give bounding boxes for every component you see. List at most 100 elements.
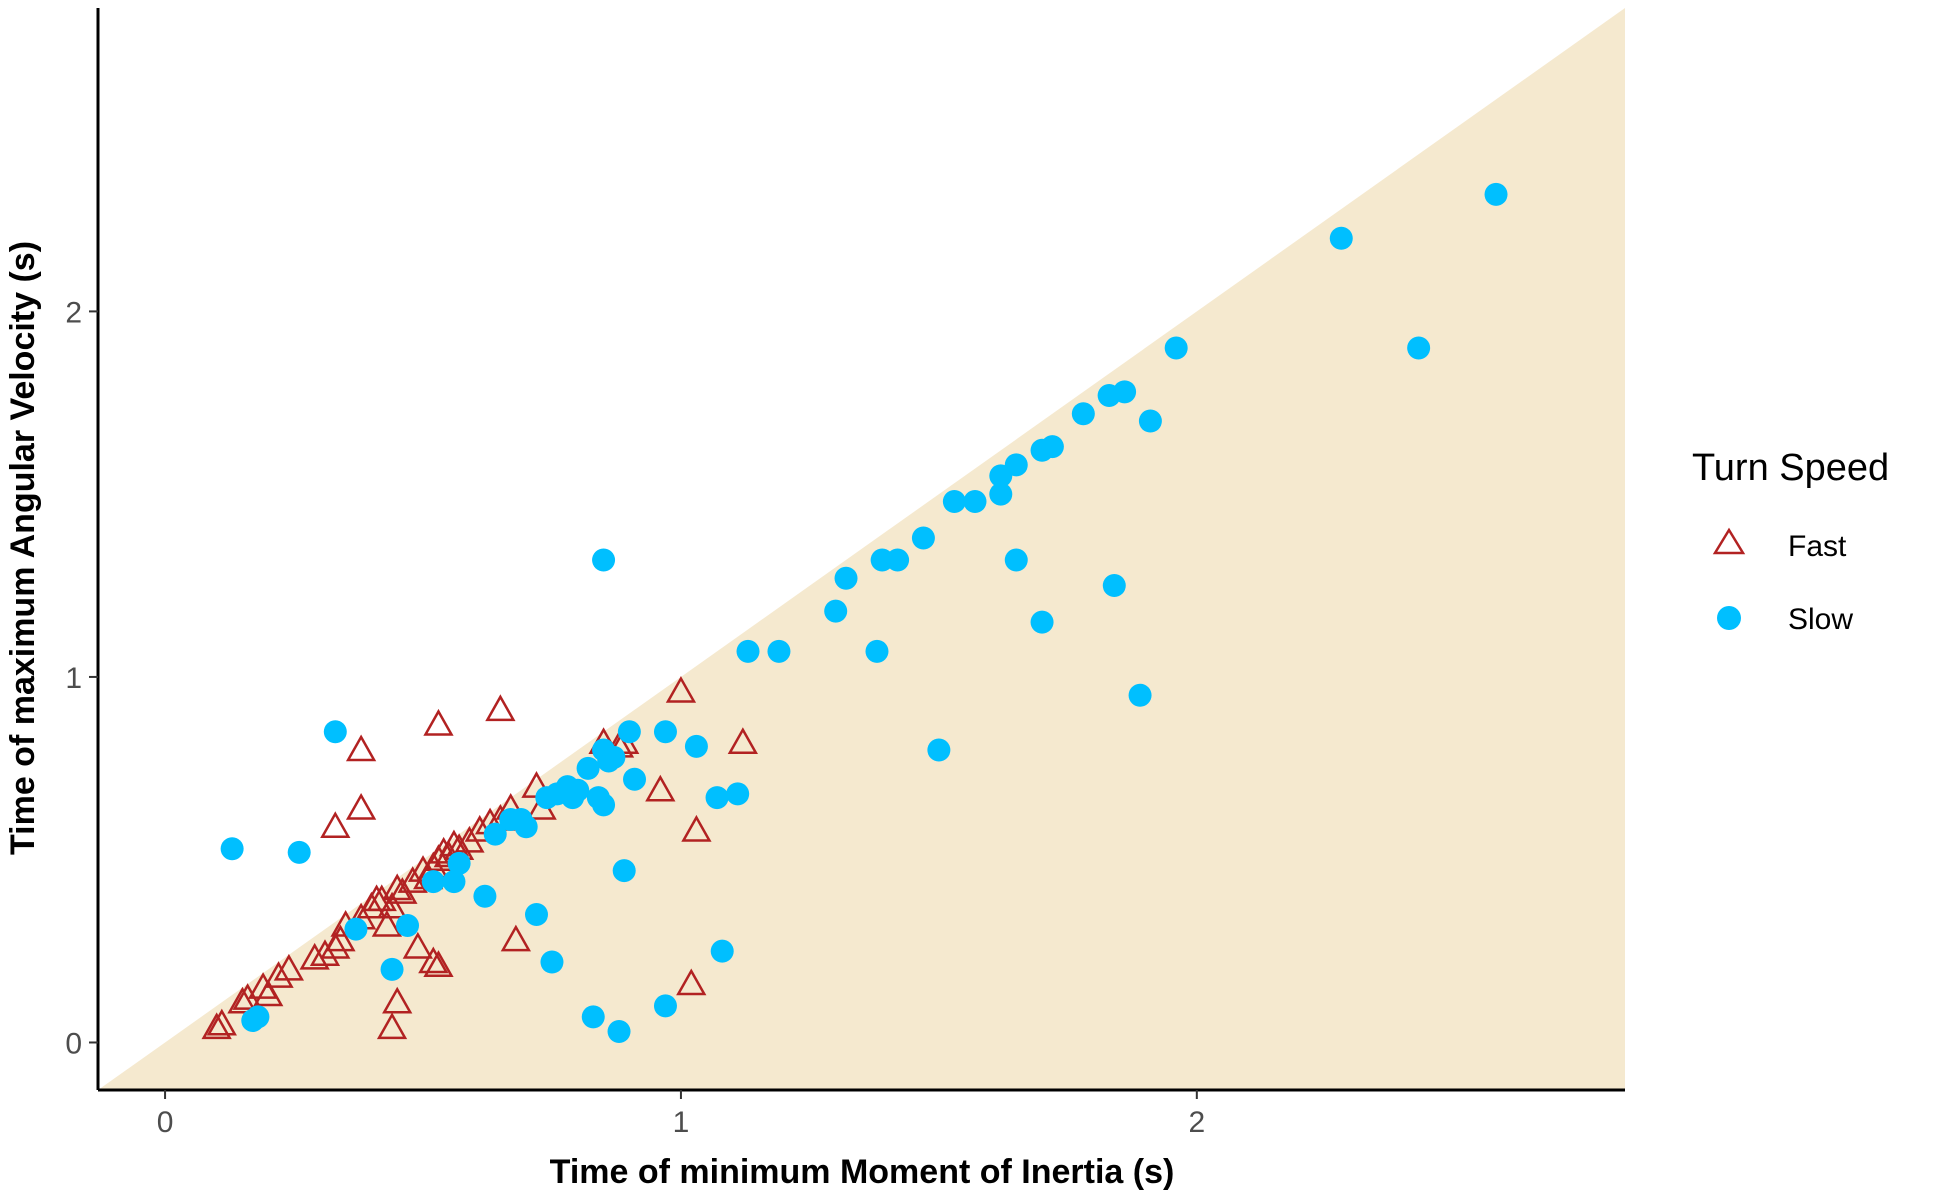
slow-point	[726, 782, 750, 806]
slow-point	[287, 840, 311, 864]
slow-point	[684, 734, 708, 758]
slow-point	[581, 1005, 605, 1029]
slow-point	[1113, 380, 1137, 404]
data-points	[201, 182, 1508, 1044]
slow-point	[653, 720, 677, 744]
slow-point	[576, 756, 600, 780]
legend: Turn Speed Fast Slow	[1692, 447, 1889, 636]
slow-point	[323, 720, 347, 744]
shaded-region	[98, 8, 1625, 1090]
slow-point	[705, 786, 729, 810]
y-tick-label: 2	[65, 296, 82, 329]
legend-fast-marker	[1712, 527, 1746, 555]
fast-point	[273, 953, 305, 981]
fast-point	[201, 1012, 232, 1040]
y-axis-title: Time of maximum Angular Velocity (s)	[4, 241, 42, 855]
x-tick-label: 2	[1188, 1106, 1205, 1139]
slow-point	[220, 837, 244, 861]
slow-point	[942, 489, 966, 513]
slow-point	[1407, 336, 1431, 360]
slow-point	[514, 815, 538, 839]
fast-point	[382, 873, 413, 901]
slow-point	[1329, 226, 1353, 250]
fast-point	[676, 968, 707, 996]
slow-point	[1164, 336, 1188, 360]
slow-point	[963, 489, 987, 513]
slow-point	[911, 526, 935, 550]
fast-point	[345, 734, 377, 762]
fast-point	[402, 931, 433, 959]
slow-point	[592, 548, 616, 572]
x-tick-label: 0	[157, 1106, 174, 1139]
slow-point	[421, 870, 445, 894]
fast-point	[253, 979, 284, 1007]
slow-point	[1071, 402, 1095, 426]
slow-point	[617, 720, 641, 744]
fast-point	[665, 676, 697, 703]
slow-point	[653, 994, 677, 1018]
fast-point	[309, 939, 341, 966]
y-tick-label: 0	[65, 1027, 82, 1060]
legend-title: Turn Speed	[1692, 447, 1889, 489]
slow-point	[824, 599, 848, 623]
axis-ticks: 0 1 2 0 1 2	[65, 296, 1205, 1139]
slow-point	[1040, 435, 1064, 459]
fast-point	[206, 1008, 237, 1036]
slow-point	[989, 482, 1013, 506]
slow-point	[927, 738, 951, 762]
fast-point	[376, 891, 408, 919]
x-axis-title: Time of minimum Moment of Inertia (s)	[550, 1153, 1175, 1191]
fast-point	[418, 946, 449, 974]
slow-point	[442, 870, 466, 894]
slow-point	[834, 566, 858, 590]
x-tick-label: 1	[673, 1106, 690, 1139]
legend-fast-label: Fast	[1788, 530, 1847, 563]
slow-point	[380, 957, 404, 981]
fast-point	[320, 811, 351, 839]
slow-point	[886, 548, 910, 572]
fast-point	[485, 694, 516, 722]
slow-point	[1030, 610, 1054, 634]
slow-point	[736, 639, 760, 663]
slow-point	[710, 939, 734, 963]
slow-point	[344, 917, 368, 941]
fast-point	[423, 950, 454, 977]
slow-point	[1138, 409, 1162, 433]
fast-point	[299, 942, 330, 970]
slow-point	[1484, 182, 1508, 206]
fast-point	[345, 792, 377, 820]
slow-point	[767, 639, 791, 663]
slow-point	[1102, 574, 1126, 598]
legend-slow-label: Slow	[1788, 603, 1853, 636]
fast-point	[727, 727, 758, 754]
slow-point	[1128, 683, 1152, 707]
slow-point	[483, 822, 507, 846]
slow-point	[592, 793, 616, 817]
fast-point	[645, 774, 676, 802]
slow-point	[623, 767, 647, 791]
slow-point	[396, 914, 420, 938]
fast-point	[423, 708, 454, 736]
fast-point	[227, 986, 258, 1014]
slow-point	[607, 1020, 631, 1044]
fast-point	[681, 814, 712, 842]
legend-slow-marker	[1717, 606, 1741, 630]
slow-point	[524, 903, 548, 927]
fast-point	[500, 924, 532, 952]
slow-point	[1004, 548, 1028, 572]
fast-point	[325, 924, 356, 952]
slow-point	[566, 778, 590, 802]
slow-point	[447, 851, 471, 875]
fast-point	[371, 909, 403, 937]
slow-point	[540, 950, 564, 974]
fast-point	[376, 1012, 408, 1040]
y-tick-label: 1	[65, 662, 82, 695]
slow-point	[473, 884, 497, 908]
slow-point	[602, 745, 626, 769]
slow-point	[865, 639, 889, 663]
fast-point	[382, 986, 413, 1014]
slow-point	[1004, 453, 1028, 477]
fast-point	[263, 961, 294, 988]
slow-point	[612, 859, 636, 883]
